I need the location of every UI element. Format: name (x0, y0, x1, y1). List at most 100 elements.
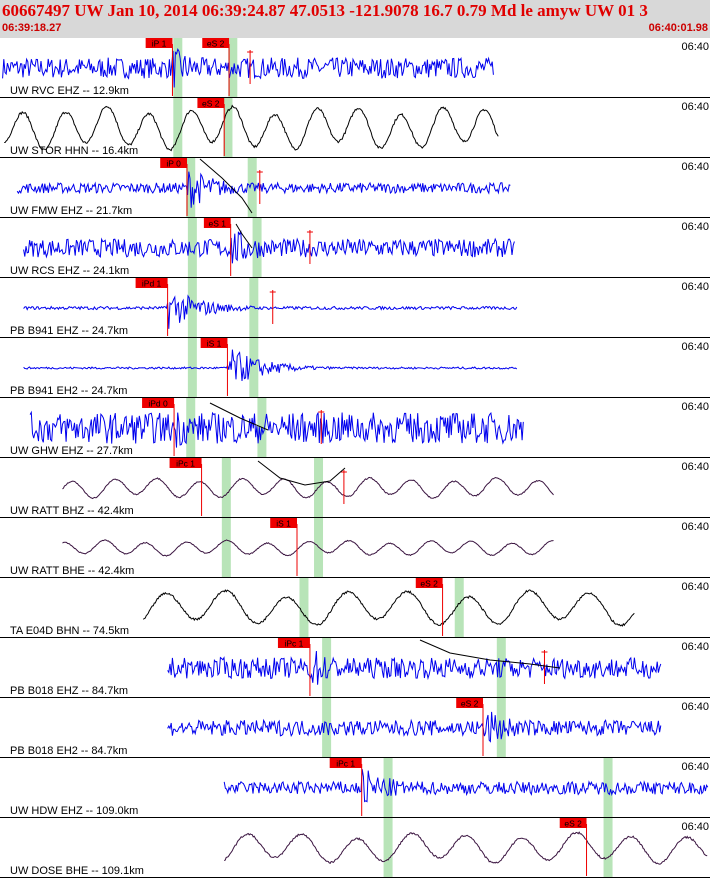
time-tick-label: 06:40 (681, 641, 709, 653)
waveform-trace (62, 539, 554, 557)
time-tick-label: 06:40 (681, 821, 709, 833)
trace-panel[interactable]: iPc 1 PB B018 EHZ -- 84.7km 06:40 (0, 638, 710, 698)
pick-label-box (456, 698, 484, 708)
pick-label[interactable]: eS 2 (202, 99, 220, 109)
trace-panel[interactable]: iPc 1 UW HDW EHZ -- 109.0km 06:40 (0, 758, 710, 818)
phase-window-band (187, 218, 197, 277)
predicted-arrival-curve (199, 158, 253, 214)
waveform-trace (23, 294, 518, 329)
waveform-trace (62, 476, 554, 500)
time-tick-label: 06:40 (681, 461, 709, 473)
station-label: UW GHW EHZ -- 27.7km (10, 445, 133, 457)
pick-label-box (415, 578, 443, 588)
phase-window-band (247, 158, 257, 217)
trace-panel[interactable]: iS 1 PB B941 EH2 -- 24.7km 06:40 (0, 338, 710, 398)
phase-window-band (249, 278, 259, 337)
phase-window-band (322, 638, 332, 697)
phase-window-band (454, 578, 464, 637)
pick-label-box (559, 818, 587, 828)
predicted-arrival-curve (209, 402, 269, 431)
end-time-label: 06:40:01.98 (648, 22, 708, 34)
station-label: UW RATT BHE -- 42.4km (10, 565, 134, 577)
station-label: UW HDW EHZ -- 109.0km (10, 805, 138, 817)
station-label: PB B018 EHZ -- 84.7km (10, 685, 128, 697)
trace-panel[interactable]: eS 1 UW RCS EHZ -- 24.1km 06:40 (0, 218, 710, 278)
time-tick-label: 06:40 (681, 41, 709, 53)
phase-window-band (187, 278, 197, 337)
phase-window-band (603, 818, 613, 877)
pick-label-box (197, 98, 225, 108)
predicted-arrival-curve (419, 639, 561, 669)
time-tick-label: 06:40 (681, 521, 709, 533)
phase-window-band (173, 38, 183, 97)
pick-label[interactable]: iS 1 (276, 519, 291, 529)
waveform-trace (4, 104, 499, 152)
time-tick-label: 06:40 (681, 341, 709, 353)
phase-window-band (223, 98, 233, 157)
trace-panel[interactable]: iPd 1 PB B941 EHZ -- 24.7km 06:40 (0, 278, 710, 338)
station-label: UW RATT BHZ -- 42.4km (10, 505, 134, 517)
station-label: PB B941 EH2 -- 24.7km (10, 385, 127, 397)
pick-label-box (135, 278, 168, 288)
phase-window-band (249, 338, 259, 397)
phase-window-band (383, 818, 393, 877)
station-label: UW RCS EHZ -- 24.1km (10, 265, 129, 277)
station-label: UW DOSE BHE -- 109.1km (10, 865, 144, 877)
start-time-label: 06:39:18.27 (2, 22, 62, 34)
pick-label-box (169, 458, 202, 468)
time-tick-label: 06:40 (681, 761, 709, 773)
station-label: PB B941 EHZ -- 24.7km (10, 325, 128, 337)
pick-label-box (145, 38, 173, 48)
pick-label[interactable]: iPd 0 (148, 399, 168, 409)
trace-panel[interactable]: eS 2 PB B018 EH2 -- 84.7km 06:40 (0, 698, 710, 758)
plot-header: 60667497 UW Jan 10, 2014 06:39:24.87 47.… (0, 0, 710, 38)
phase-window-band (187, 338, 197, 397)
phase-window-band (496, 698, 506, 757)
pick-label-box (202, 38, 230, 48)
trace-panel[interactable]: eS 2 UW DOSE BHE -- 109.1km 06:40 (0, 818, 710, 878)
trace-panel[interactable]: iP 1 eS 2 UW RVC EHZ -- 12.9km 06:40 (0, 38, 710, 98)
waveform-trace (167, 711, 662, 743)
trace-panel[interactable]: iP 0 UW FMW EHZ -- 21.7km 06:40 (0, 158, 710, 218)
phase-window-band (228, 38, 238, 97)
time-tick-label: 06:40 (681, 101, 709, 113)
trace-panel[interactable]: iPd 0 UW GHW EHZ -- 27.7km 06:40 (0, 398, 710, 458)
station-label: UW RVC EHZ -- 12.9km (10, 85, 129, 97)
pick-label[interactable]: iP 1 (152, 39, 167, 49)
seismogram-panels[interactable]: iP 1 eS 2 UW RVC EHZ -- 12.9km 06:40 eS 2 UW … (0, 38, 710, 878)
trace-panel[interactable]: iPc 1 UW RATT BHZ -- 42.4km 06:40 (0, 458, 710, 518)
phase-window-band (221, 458, 231, 517)
time-tick-label: 06:40 (681, 221, 709, 233)
pick-label[interactable]: iS 1 (207, 339, 222, 349)
station-label: UW FMW EHZ -- 21.7km (10, 205, 132, 217)
pick-label[interactable]: iPc 1 (336, 759, 355, 769)
pick-label[interactable]: eS 2 (461, 699, 479, 709)
phase-window-band (221, 518, 231, 577)
trace-panel[interactable]: iS 1 UW RATT BHE -- 42.4km 06:40 (0, 518, 710, 578)
pick-label[interactable]: iP 0 (166, 159, 181, 169)
station-label: UW STOR HHN -- 16.4km (10, 145, 138, 157)
station-label: TA E04D BHN -- 74.5km (10, 625, 129, 637)
waveform-trace (29, 410, 524, 448)
pick-label-box (200, 338, 228, 348)
trace-panel[interactable]: eS 2 TA E04D BHN -- 74.5km 06:40 (0, 578, 710, 638)
pick-label[interactable]: eS 2 (420, 579, 438, 589)
pick-label-box (329, 758, 362, 768)
time-tick-label: 06:40 (681, 281, 709, 293)
pick-label-box (203, 218, 231, 228)
pick-label[interactable]: iPc 1 (176, 459, 195, 469)
pick-label[interactable]: eS 2 (564, 819, 582, 829)
waveform-trace (16, 171, 511, 208)
waveform-trace (223, 831, 708, 865)
pick-label[interactable]: iPc 1 (284, 639, 303, 649)
trace-panel[interactable]: eS 2 UW STOR HHN -- 16.4km 06:40 (0, 98, 710, 158)
predicted-arrival-curve (257, 460, 346, 486)
waveform-trace (142, 589, 635, 627)
phase-window-band (252, 218, 262, 277)
pick-label[interactable]: iPd 1 (142, 279, 162, 289)
waveform-trace (23, 230, 515, 264)
pick-label[interactable]: eS 2 (207, 39, 225, 49)
waveform-trace (23, 349, 518, 382)
phase-window-band (173, 98, 183, 157)
pick-label[interactable]: eS 1 (209, 219, 227, 229)
